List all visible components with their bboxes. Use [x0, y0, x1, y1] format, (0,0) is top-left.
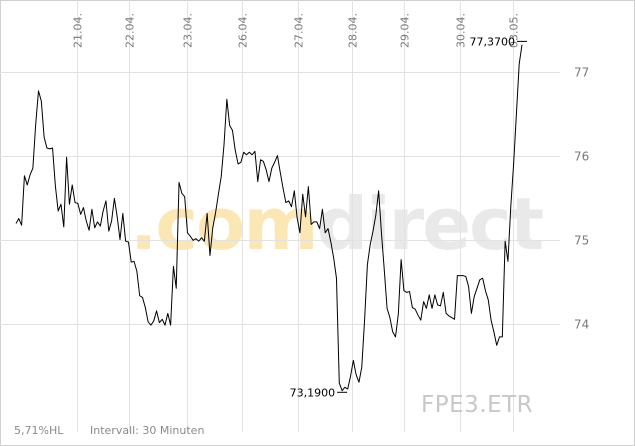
tick-labels: 21.04. 22.04. 23.04. 26.04. 27.04. 28.04. 29.0…: [72, 13, 590, 332]
watermark-part-a: .com: [130, 182, 319, 266]
x-tick-label: 22.04.: [124, 13, 137, 48]
y-tick-label: 75: [574, 234, 589, 248]
x-tick-label: 28.04.: [347, 13, 360, 48]
x-tick-label: 29.04.: [399, 13, 412, 48]
extreme-label: 77,3700: [470, 35, 516, 48]
hl-percent-label: 5,71%HL: [14, 424, 64, 437]
series-layer: [15, 44, 523, 392]
x-tick-label: 30.04.: [455, 13, 468, 48]
x-tick-label: 21.04.: [72, 13, 85, 48]
interval-label: Intervall: 30 Minuten: [90, 424, 205, 437]
x-tick-label: 03.05.: [508, 13, 521, 48]
series-line: [15, 44, 523, 392]
y-tick-label: 74: [574, 318, 589, 332]
annotations: 77,3700 73,1900: [290, 35, 527, 399]
x-tick-label: 26.04.: [237, 13, 250, 48]
watermark-logo: .comdirect: [130, 182, 544, 266]
y-tick-label: 77: [574, 66, 589, 80]
ticker-symbol: FPE3.ETR: [421, 392, 534, 418]
x-tick-label: 27.04.: [293, 13, 306, 48]
extreme-label: 73,1900: [290, 386, 336, 399]
y-tick-label: 76: [574, 150, 589, 164]
x-tick-label: 23.04.: [182, 13, 195, 48]
